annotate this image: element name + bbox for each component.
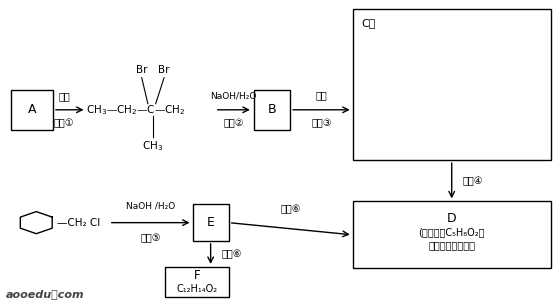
- Text: Br: Br: [158, 65, 170, 75]
- FancyBboxPatch shape: [254, 90, 290, 130]
- Text: 溴水: 溴水: [58, 91, 70, 101]
- Text: 反应⑥: 反应⑥: [222, 249, 242, 259]
- FancyBboxPatch shape: [165, 267, 229, 297]
- Text: 反应①: 反应①: [54, 119, 74, 128]
- Text: A: A: [28, 103, 36, 116]
- Text: 且含有两个甲基）: 且含有两个甲基）: [428, 241, 475, 250]
- Text: C₁₂H₁₄O₂: C₁₂H₁₄O₂: [176, 284, 217, 294]
- FancyBboxPatch shape: [11, 90, 53, 130]
- Text: (分子式为C₅H₈O₂，: (分子式为C₅H₈O₂，: [418, 227, 485, 237]
- Text: B: B: [268, 103, 276, 116]
- Text: C：: C：: [361, 18, 376, 28]
- FancyBboxPatch shape: [353, 201, 551, 268]
- Text: 反应⑤: 反应⑤: [141, 233, 161, 243]
- Text: —CH₂ Cl: —CH₂ Cl: [57, 218, 101, 228]
- Text: aooedu．com: aooedu．com: [6, 289, 84, 299]
- Text: D: D: [447, 212, 456, 224]
- Text: 反应④: 反应④: [463, 176, 483, 186]
- Text: $\mathregular{CH_3}$: $\mathregular{CH_3}$: [142, 139, 163, 153]
- Text: 反应③: 反应③: [311, 119, 331, 128]
- Text: NaOH/H₂O: NaOH/H₂O: [210, 92, 257, 101]
- Text: Br: Br: [136, 65, 147, 75]
- Text: NaOH /H₂O: NaOH /H₂O: [126, 201, 175, 210]
- FancyBboxPatch shape: [353, 9, 551, 160]
- Text: $\mathregular{CH_3}$—$\mathregular{CH_2}$—C—$\mathregular{CH_2}$: $\mathregular{CH_3}$—$\mathregular{CH_2}…: [86, 103, 186, 117]
- Text: 氧化: 氧化: [315, 90, 328, 100]
- Text: E: E: [206, 216, 215, 229]
- Text: F: F: [194, 269, 200, 282]
- FancyBboxPatch shape: [193, 204, 229, 241]
- Text: 反应②: 反应②: [224, 119, 244, 128]
- Text: 反应⑥: 反应⑥: [281, 204, 301, 214]
